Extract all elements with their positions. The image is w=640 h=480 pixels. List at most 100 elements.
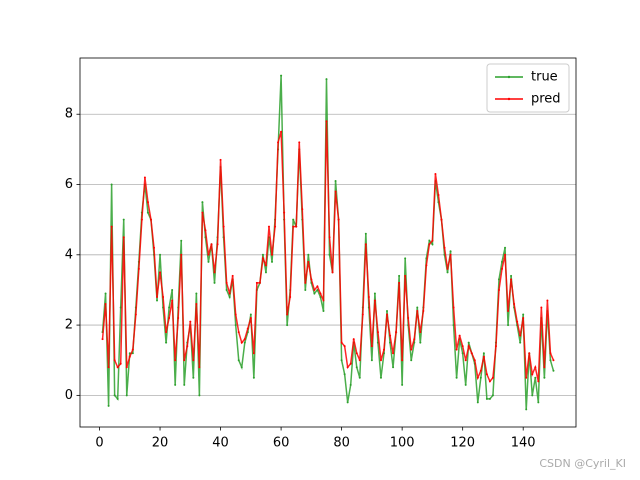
point bbox=[437, 194, 440, 197]
point bbox=[159, 253, 162, 256]
point bbox=[252, 376, 255, 379]
point bbox=[183, 359, 186, 362]
point bbox=[146, 201, 149, 204]
point bbox=[449, 250, 452, 253]
point bbox=[225, 281, 228, 284]
point bbox=[113, 359, 116, 362]
point bbox=[497, 288, 500, 291]
point bbox=[343, 345, 346, 348]
point bbox=[192, 376, 195, 379]
point bbox=[319, 292, 322, 295]
point bbox=[507, 324, 510, 327]
point bbox=[228, 295, 231, 298]
point bbox=[149, 218, 152, 221]
point bbox=[237, 331, 240, 334]
legend-box bbox=[486, 63, 570, 113]
point bbox=[428, 239, 431, 242]
point bbox=[552, 369, 555, 372]
legend-marker bbox=[507, 75, 511, 79]
point bbox=[398, 274, 401, 277]
point bbox=[525, 408, 528, 411]
x-tick-label: 120 bbox=[450, 436, 475, 451]
point bbox=[258, 281, 261, 284]
point bbox=[249, 313, 252, 316]
point bbox=[510, 278, 513, 281]
point bbox=[116, 397, 119, 400]
point bbox=[180, 253, 183, 256]
point bbox=[364, 243, 367, 246]
y-tick-label: 0 bbox=[65, 388, 73, 403]
point bbox=[195, 303, 198, 305]
point bbox=[373, 292, 376, 295]
point bbox=[455, 348, 458, 351]
point bbox=[467, 341, 470, 344]
point bbox=[410, 348, 413, 351]
point bbox=[461, 352, 464, 355]
point bbox=[528, 352, 531, 355]
point bbox=[467, 345, 470, 348]
point bbox=[277, 141, 280, 144]
point bbox=[361, 313, 364, 316]
y-tick-label: 6 bbox=[65, 177, 73, 192]
point bbox=[216, 243, 219, 246]
point bbox=[410, 359, 413, 362]
point bbox=[434, 172, 437, 175]
point bbox=[373, 299, 376, 302]
x-tick-label: 60 bbox=[273, 436, 290, 451]
point bbox=[392, 352, 395, 355]
point bbox=[549, 359, 552, 362]
point bbox=[240, 341, 243, 344]
point bbox=[180, 239, 183, 242]
point bbox=[355, 366, 358, 369]
point bbox=[271, 253, 274, 256]
point bbox=[168, 317, 171, 320]
point bbox=[497, 278, 500, 281]
point bbox=[156, 295, 159, 298]
point bbox=[488, 380, 491, 383]
point bbox=[543, 366, 546, 369]
point bbox=[246, 327, 249, 330]
point bbox=[334, 190, 337, 193]
point bbox=[143, 176, 146, 179]
point bbox=[307, 253, 310, 256]
point bbox=[440, 218, 443, 221]
point bbox=[419, 331, 422, 334]
point bbox=[325, 120, 328, 123]
point bbox=[307, 260, 310, 263]
point bbox=[198, 366, 201, 369]
point bbox=[107, 404, 110, 407]
point bbox=[186, 345, 189, 348]
point bbox=[379, 376, 382, 379]
point bbox=[449, 253, 452, 256]
point bbox=[552, 359, 555, 362]
y-tick-label: 4 bbox=[65, 247, 73, 262]
point bbox=[325, 78, 328, 81]
point bbox=[352, 338, 355, 341]
point bbox=[367, 295, 370, 298]
point bbox=[231, 274, 234, 277]
point bbox=[104, 292, 107, 295]
point bbox=[537, 380, 540, 383]
point bbox=[128, 355, 131, 358]
point bbox=[501, 267, 504, 270]
point bbox=[482, 355, 485, 358]
point bbox=[225, 288, 228, 291]
point bbox=[464, 383, 467, 386]
point bbox=[243, 338, 246, 341]
point bbox=[346, 366, 349, 369]
point bbox=[458, 334, 461, 337]
point bbox=[531, 394, 534, 397]
point bbox=[304, 281, 307, 284]
point bbox=[261, 257, 264, 260]
point bbox=[156, 299, 159, 302]
point bbox=[207, 260, 210, 263]
point bbox=[392, 366, 395, 369]
point bbox=[301, 208, 304, 211]
point bbox=[271, 260, 274, 263]
point bbox=[137, 267, 140, 270]
point bbox=[304, 288, 307, 291]
point bbox=[510, 274, 513, 277]
point bbox=[328, 236, 331, 239]
